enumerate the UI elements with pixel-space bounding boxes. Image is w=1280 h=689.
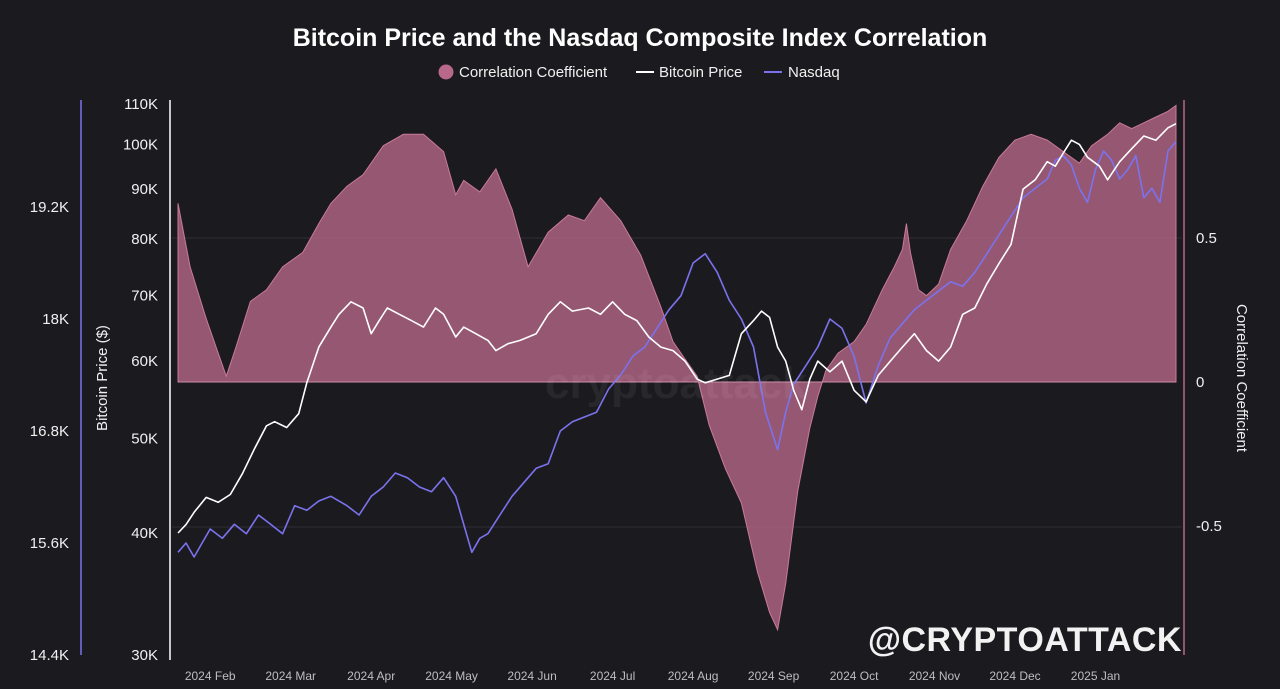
x-tick-label: 2025 Jan: [1071, 669, 1120, 683]
correlation-tick-label: 0: [1196, 374, 1204, 391]
axes: Bitcoin Price ($) Correlation Coefficien…: [80, 100, 1250, 660]
watermark-handle: @CRYPTOATTACK: [868, 621, 1182, 659]
series-layer: [177, 104, 1177, 632]
x-tick-label: 2024 Dec: [989, 669, 1040, 683]
legend-label-nasdaq: Nasdaq: [788, 64, 840, 81]
bitcoin-tick-label: 50K: [131, 430, 158, 447]
correlation-area: [177, 104, 1177, 632]
nasdaq-tick-label: 14.4K: [30, 647, 69, 664]
legend-label-bitcoin: Bitcoin Price: [659, 64, 742, 81]
x-tick-label: 2024 May: [425, 669, 478, 683]
x-tick-label: 2024 Nov: [909, 669, 960, 683]
nasdaq-line: [177, 141, 1177, 558]
bitcoin-tick-label: 40K: [131, 525, 158, 542]
x-ticks: 2024 Feb 2024 Mar 2024 Apr 2024 May 2024 Jun…: [185, 669, 1120, 683]
legend-label-correlation: Correlation Coefficient: [459, 64, 608, 81]
x-tick-label: 2024 Jul: [590, 669, 635, 683]
bitcoin-tick-label: 70K: [131, 288, 158, 305]
nasdaq-ticks: 19.2K 18K 16.8K 15.6K 14.4K: [30, 199, 69, 664]
correlation-ticks: 0.5 0 -0.5: [1196, 230, 1222, 535]
ghost-watermark: cryptoattack: [545, 359, 807, 408]
bitcoin-tick-label: 100K: [123, 136, 158, 153]
nasdaq-tick-label: 18K: [42, 311, 69, 328]
bitcoin-tick-label: 80K: [131, 231, 158, 248]
bitcoin-tick-label: 110K: [124, 96, 158, 113]
x-tick-label: 2024 Jun: [507, 669, 556, 683]
correlation-tick-label: 0.5: [1196, 230, 1217, 247]
x-tick-label: 2024 Feb: [185, 669, 236, 683]
nasdaq-tick-label: 16.8K: [30, 423, 69, 440]
x-tick-label: 2024 Oct: [830, 669, 879, 683]
nasdaq-tick-label: 15.6K: [30, 535, 69, 552]
correlation-axis-label: Correlation Coefficient: [1233, 304, 1250, 453]
x-tick-label: 2024 Apr: [347, 669, 395, 683]
x-tick-label: 2024 Aug: [668, 669, 719, 683]
bitcoin-ticks: 110K 100K 90K 80K 70K 60K 50K 40K 30K: [123, 96, 158, 664]
bitcoin-tick-label: 60K: [131, 353, 158, 370]
legend-marker-correlation: [438, 64, 454, 80]
bitcoin-tick-label: 30K: [131, 647, 158, 664]
x-tick-label: 2024 Sep: [748, 669, 800, 683]
bitcoin-tick-label: 90K: [131, 181, 158, 198]
bitcoin-price-line: [177, 122, 1177, 534]
nasdaq-tick-label: 19.2K: [30, 199, 69, 216]
legend: Correlation Coefficient Bitcoin Price Na…: [438, 64, 840, 81]
bitcoin-axis-label: Bitcoin Price ($): [94, 325, 111, 431]
chart-title: Bitcoin Price and the Nasdaq Composite I…: [293, 24, 988, 52]
x-tick-label: 2024 Mar: [265, 669, 316, 683]
correlation-tick-label: -0.5: [1196, 518, 1222, 535]
